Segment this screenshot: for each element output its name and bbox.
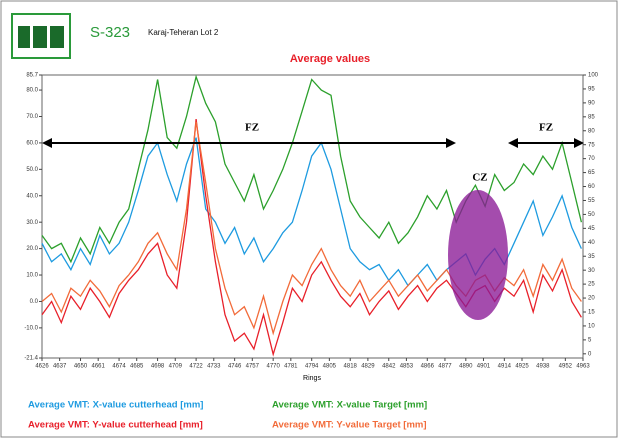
y-tick-label: 85.7	[26, 73, 38, 79]
annotation: CZ	[472, 172, 487, 184]
y2-tick-label: 40	[588, 240, 595, 246]
chart-title: Average values	[290, 53, 370, 65]
x-tick-label: 4722	[189, 364, 203, 370]
legend-entry: Average VMT: Y-value cutterhead [mm]	[28, 420, 203, 431]
x-tick-label: 4938	[536, 364, 550, 370]
y2-tick-label: 90	[588, 100, 595, 106]
y-tick-label: 30.0	[26, 220, 38, 226]
x-tick-label: 4674	[112, 364, 126, 370]
y2-tick-label: 45	[588, 226, 595, 232]
x-tick-label: 4794	[305, 364, 319, 370]
x-tick-label: 4890	[459, 364, 473, 370]
x-tick-label: 4709	[169, 364, 183, 370]
y2-tick-label: 20	[588, 296, 595, 302]
legend-entry: Average VMT: X-value Target [mm]	[272, 400, 427, 411]
y2-tick-label: 15	[588, 310, 595, 316]
x-tick-label: 4650	[74, 364, 88, 370]
y2-tick-label: 70	[588, 156, 595, 162]
y-tick-label: 60.0	[26, 140, 38, 146]
x-tick-label: 4853	[400, 364, 414, 370]
x-tick-label: 4626	[35, 364, 49, 370]
x-tick-label: 4925	[515, 364, 529, 370]
legend-entry: Average VMT: Y-value Target [mm]	[272, 420, 427, 431]
x-tick-label: 4818	[344, 364, 358, 370]
header-project: Karaj-Teheran Lot 2	[148, 28, 219, 37]
x-tick-label: 4733	[207, 364, 221, 370]
y2-tick-label: 75	[588, 142, 595, 148]
y-tick-label: 80.0	[26, 88, 38, 94]
series-layer: -21.4 -10.0 0.0 10.0 20.0 30.0 40.0 50.0 60.0 70.…	[24, 73, 598, 370]
y2-tick-label: 35	[588, 254, 595, 260]
y2-tick-label: 10	[588, 324, 595, 330]
y-tick-label: -10.0	[24, 325, 38, 331]
y-tick-label: -21.4	[24, 356, 38, 362]
x-tick-label: 4901	[477, 364, 491, 370]
x-tick-label: 4698	[151, 364, 165, 370]
y2-tick-label: 5	[588, 337, 592, 343]
x-tick-label: 4829	[361, 364, 375, 370]
x-tick-label: 4746	[228, 364, 242, 370]
x-tick-label: 4661	[92, 364, 106, 370]
x-tick-label: 4877	[438, 364, 452, 370]
x-tick-label: 4685	[130, 364, 144, 370]
series-line	[41, 74, 583, 264]
x-tick-label: 4757	[246, 364, 260, 370]
legend: Average VMT: X-value cutterhead [mm] Aver…	[28, 400, 427, 431]
y2-tick-label: 55	[588, 198, 595, 204]
y-tick-label: 0.0	[30, 299, 39, 305]
y2-tick-label: 65	[588, 170, 595, 176]
x-tick-label: 4914	[498, 364, 512, 370]
overlay: FZ CZ FZ	[42, 122, 584, 320]
annotation: FZ	[539, 122, 553, 134]
legend-entry: Average VMT: X-value cutterhead [mm]	[28, 400, 203, 411]
y2-tick-label: 60	[588, 184, 595, 190]
y-tick-label: 70.0	[26, 114, 38, 120]
x-tick-label: 4866	[421, 364, 435, 370]
y-tick-label: 10.0	[26, 273, 38, 279]
x-tick-label: 4781	[284, 364, 298, 370]
x-axis-label: Rings	[303, 375, 321, 382]
y-tick-label: 40.0	[26, 193, 38, 199]
x-tick-label: 4637	[53, 364, 67, 370]
logo-shape	[18, 26, 30, 48]
y2-tick-label: 25	[588, 282, 595, 288]
y2-tick-label: 100	[588, 73, 599, 79]
y-tick-label: 20.0	[26, 246, 38, 252]
logo	[11, 13, 71, 59]
logo-shape	[50, 26, 64, 48]
y2-tick-label: 50	[588, 212, 595, 218]
x-tick-label: 4963	[576, 364, 590, 370]
x-tick-label: 4770	[266, 364, 280, 370]
x-tick-label: 4842	[382, 364, 396, 370]
y2-tick-label: 95	[588, 87, 595, 93]
header-code: S-323	[90, 24, 130, 41]
y2-tick-label: 85	[588, 114, 595, 120]
x-tick-label: 4805	[323, 364, 337, 370]
y2-tick-label: 0	[588, 351, 592, 357]
y2-tick-label: 80	[588, 128, 595, 134]
y-tick-label: 50.0	[26, 167, 38, 173]
cz-ellipse	[448, 190, 508, 320]
logo-shape	[33, 26, 47, 48]
annotation: FZ	[245, 122, 259, 134]
x-tick-label: 4952	[559, 364, 573, 370]
y2-tick-label: 30	[588, 268, 595, 274]
